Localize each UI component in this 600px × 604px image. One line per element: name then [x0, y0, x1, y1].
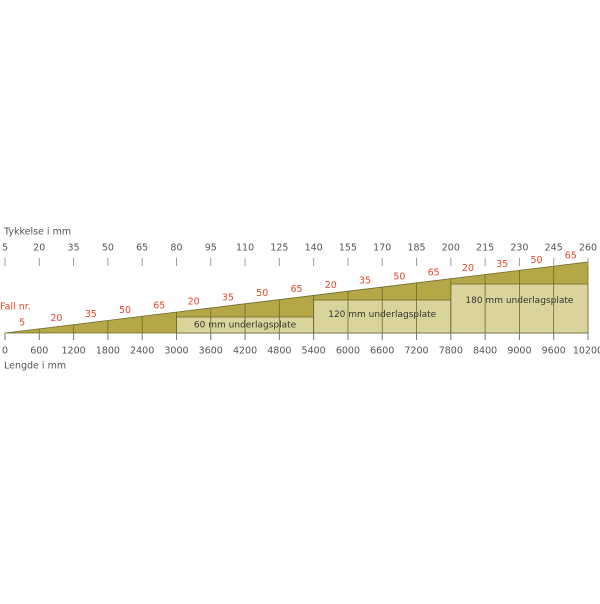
bottom-tick-label: 10200	[573, 346, 600, 357]
bottom-tick-label: 7800	[439, 346, 463, 357]
bottom-tick-label: 600	[30, 346, 48, 357]
fall-number: 50	[393, 271, 405, 282]
fall-number: 50	[531, 255, 543, 266]
fall-number: 65	[565, 251, 577, 262]
fall-number: 20	[462, 263, 474, 274]
top-tick-label: 140	[305, 243, 323, 254]
bottom-tick-label: 8400	[473, 346, 497, 357]
fall-number: 20	[325, 280, 337, 291]
top-tick-label: 80	[170, 243, 182, 254]
bottom-tick-label: 3600	[199, 346, 223, 357]
bottom-tick-label: 1200	[61, 346, 85, 357]
bottom-tick-label: 5400	[302, 346, 326, 357]
bottom-tick-label: 2400	[130, 346, 154, 357]
top-tick-label: 200	[442, 243, 460, 254]
top-tick-label: 95	[205, 243, 217, 254]
fall-number: 35	[359, 276, 371, 287]
top-tick-label: 35	[68, 243, 80, 254]
fall-number: 20	[50, 313, 62, 324]
bottom-axis-label: Lengde i mm	[4, 361, 66, 372]
fall-number: 65	[290, 284, 302, 295]
top-tick-label: 5	[2, 243, 8, 254]
top-tick-label: 230	[510, 243, 528, 254]
fall-label: Fall nr.	[0, 302, 31, 313]
bottom-tick-label: 1800	[96, 346, 120, 357]
fall-number: 35	[222, 292, 234, 303]
fall-number: 65	[428, 267, 440, 278]
bottom-tick-label: 4800	[267, 346, 291, 357]
top-tick-label: 215	[476, 243, 494, 254]
top-tick-label: 170	[373, 243, 391, 254]
top-tick-label: 245	[545, 243, 563, 254]
bottom-tick-label: 0	[2, 346, 8, 357]
top-tick-label: 110	[236, 243, 254, 254]
top-tick-label: 260	[579, 243, 597, 254]
fall-number: 35	[496, 259, 508, 270]
bottom-tick-label: 6600	[370, 346, 394, 357]
top-tick-label: 125	[270, 243, 288, 254]
top-tick-label: 50	[102, 243, 114, 254]
fall-number: 20	[188, 297, 200, 308]
bottom-tick-label: 9600	[542, 346, 566, 357]
top-tick-label: 20	[33, 243, 45, 254]
fall-number: 50	[119, 305, 131, 316]
fall-number: 35	[85, 309, 97, 320]
bottom-tick-label: 4200	[233, 346, 257, 357]
fall-number: 65	[153, 301, 165, 312]
top-tick-label: 65	[136, 243, 148, 254]
top-axis-label: Tykkelse i mm	[3, 227, 71, 238]
top-tick-label: 155	[339, 243, 357, 254]
bottom-tick-label: 9000	[507, 346, 531, 357]
bottom-tick-label: 7200	[404, 346, 428, 357]
top-tick-label: 185	[407, 243, 425, 254]
fall-number: 5	[19, 317, 25, 328]
bottom-tick-label: 6000	[336, 346, 360, 357]
bottom-tick-label: 3000	[164, 346, 188, 357]
fall-number: 50	[256, 288, 268, 299]
